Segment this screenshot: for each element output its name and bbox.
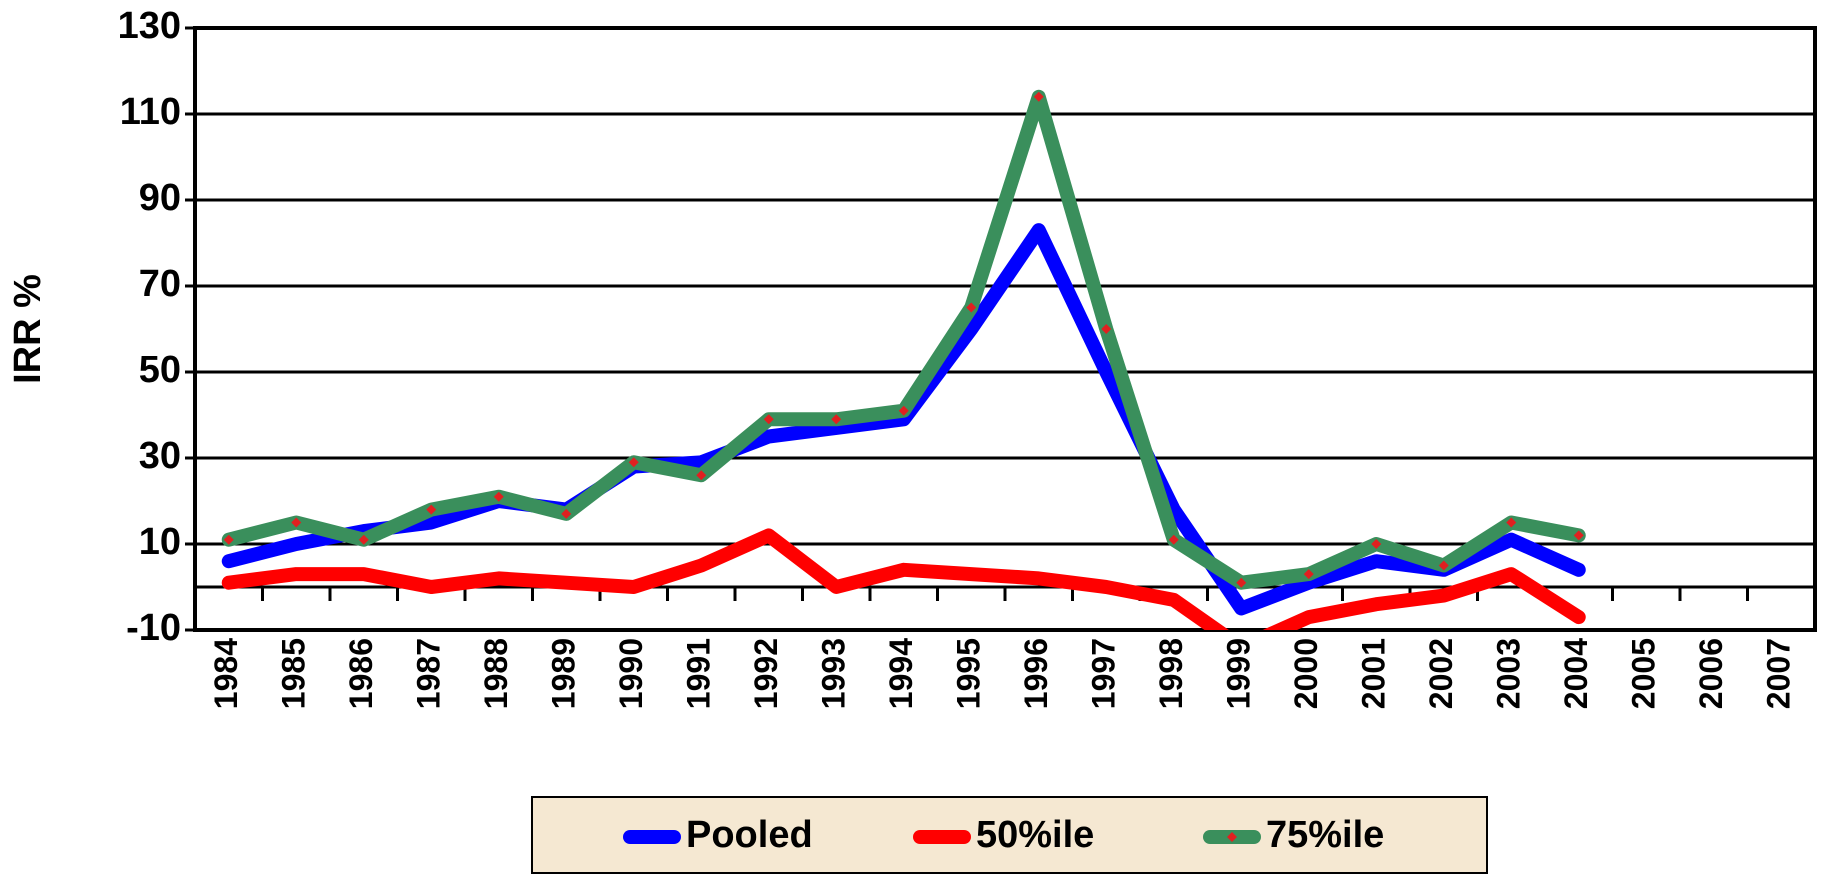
x-tick-label: 1995	[951, 638, 987, 709]
point-marker	[1371, 539, 1382, 549]
y-tick-label: 130	[118, 5, 181, 47]
x-tick-label: 1999	[1221, 638, 1257, 709]
x-tick-label: 2001	[1356, 638, 1392, 709]
x-tick-label: 2005	[1626, 638, 1662, 709]
legend-label: 50%ile	[976, 814, 1094, 856]
x-tick-label: 2007	[1761, 638, 1797, 709]
point-marker	[831, 414, 842, 425]
y-tick-label: 110	[120, 91, 181, 133]
legend-label: Pooled	[686, 814, 813, 856]
x-tick-label: 1997	[1086, 638, 1122, 709]
y-tick-label: 10	[139, 521, 181, 563]
x-tick-label: 1994	[883, 638, 919, 709]
x-tick-label: 2006	[1693, 638, 1729, 709]
y-tick-label: 50	[139, 349, 181, 391]
point-marker	[1101, 324, 1112, 334]
legend-label: 75%ile	[1266, 814, 1384, 856]
point-marker	[1236, 577, 1247, 588]
point-marker	[1303, 569, 1314, 580]
point-marker	[493, 491, 504, 502]
x-tick-label: 1988	[478, 638, 514, 709]
point-marker	[763, 414, 774, 425]
plot-frame	[193, 26, 1817, 632]
point-marker	[223, 534, 234, 545]
y-tick-label: -10	[126, 607, 181, 649]
point-marker	[628, 457, 639, 468]
y-tick-label: 90	[139, 177, 181, 219]
y-tick-label: 70	[139, 263, 181, 305]
point-marker	[1506, 517, 1517, 528]
x-tick-label: 1993	[816, 638, 852, 709]
point-marker	[358, 534, 369, 545]
x-tick-label: 1986	[343, 638, 379, 709]
y-tick-label: 30	[139, 435, 181, 477]
point-marker	[898, 405, 909, 416]
x-tick-label: 1998	[1153, 638, 1189, 709]
point-marker	[291, 517, 302, 528]
x-tick-label: 1987	[411, 638, 447, 709]
point-marker	[1033, 91, 1044, 102]
point-marker	[426, 504, 437, 515]
x-tick-label: 2004	[1558, 638, 1594, 709]
x-tick-label: 2000	[1288, 638, 1324, 709]
plot-area	[221, 89, 1586, 630]
x-tick-label: 2002	[1423, 638, 1459, 709]
x-tick-label: 1992	[748, 638, 784, 709]
point-marker	[696, 470, 707, 481]
x-tick-label: 2003	[1491, 638, 1527, 709]
x-tick-label: 1989	[546, 638, 582, 709]
x-tick-label: 1991	[681, 638, 717, 709]
x-tick-label: 1984	[208, 638, 244, 709]
point-marker	[1573, 530, 1584, 541]
x-tick-label: 1990	[613, 638, 649, 709]
x-tick-label: 1985	[276, 638, 312, 709]
point-marker	[1168, 534, 1179, 545]
point-marker	[1438, 560, 1449, 571]
point-marker	[561, 508, 572, 519]
legend	[531, 796, 1488, 874]
y-axis-label: IRR %	[7, 274, 49, 384]
x-tick-label: 1996	[1018, 638, 1054, 709]
series-line	[221, 528, 1586, 630]
point-marker	[966, 302, 977, 313]
series-line	[221, 223, 1586, 616]
legend-marker	[1227, 832, 1237, 842]
